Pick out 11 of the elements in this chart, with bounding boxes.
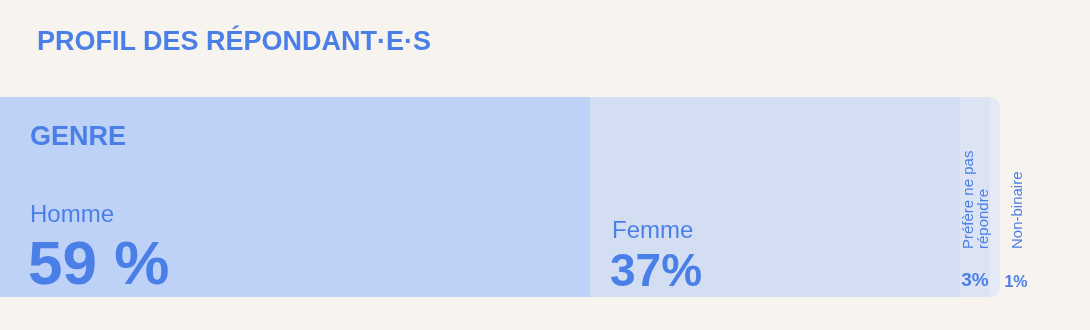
chart-title: PROFIL DES RÉPONDANT·E·S: [37, 24, 432, 56]
series-label: Homme: [30, 199, 115, 227]
series-label: Préfère ne pas répondre: [959, 146, 991, 249]
data-label: 3%: [961, 269, 989, 290]
data-label: 59 %: [28, 227, 170, 297]
text: GENRE: [30, 120, 127, 151]
text: Non-binaire: [1007, 171, 1025, 249]
bar: [0, 97, 590, 297]
data-label: 37%: [610, 244, 703, 296]
series-label: Femme: [612, 215, 694, 243]
data-label: 1%: [1004, 272, 1028, 290]
